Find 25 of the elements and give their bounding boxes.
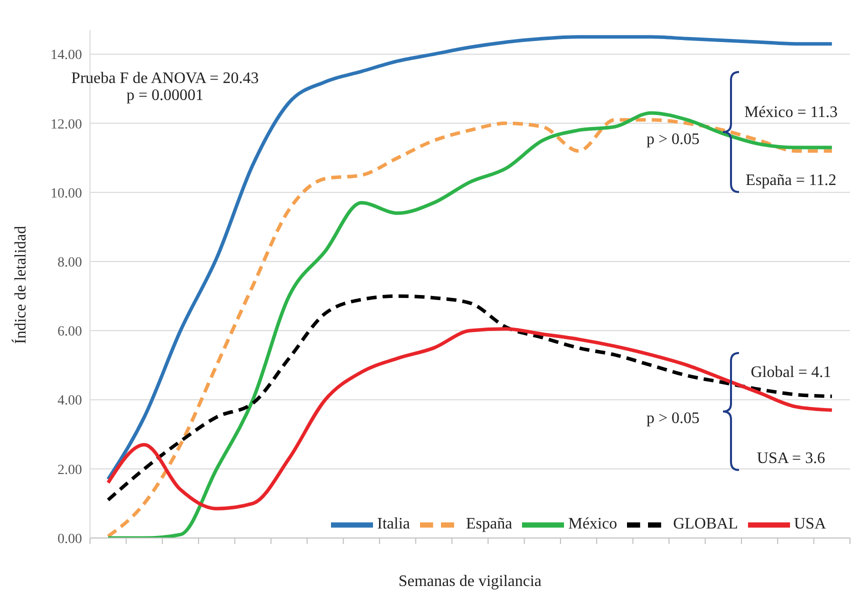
annotation: p = 0.00001 — [126, 87, 204, 105]
legend-label: Italia — [377, 516, 410, 533]
y-tick-label: 4.00 — [58, 394, 82, 409]
annotation: USA = 3.6 — [756, 450, 826, 468]
legend-label: México — [568, 516, 618, 533]
annotation: Prueba F de ANOVA = 20.43 — [71, 70, 259, 88]
annotation: p > 0.05 — [646, 131, 700, 149]
y-tick-label: 12.00 — [50, 117, 82, 132]
y-axis-title: Índice de letalidad — [12, 226, 30, 344]
y-tick-label: 10.00 — [50, 186, 82, 202]
legend-label: GLOBAL — [673, 516, 738, 533]
x-axis-title: Semanas de vigilancia — [398, 573, 542, 590]
y-tick-label: 8.00 — [58, 256, 82, 271]
y-tick-label: 14.00 — [50, 48, 82, 64]
annotation: p > 0.05 — [646, 410, 700, 428]
annotation: Global = 4.1 — [750, 364, 832, 382]
legend-label: España — [466, 516, 512, 533]
y-tick-label: 6.00 — [58, 324, 82, 340]
legend-label: USA — [794, 516, 826, 533]
annotation: México = 11.3 — [744, 104, 838, 122]
line-series — [106, 294, 834, 502]
y-tick-label: 0.00 — [58, 532, 82, 547]
annotation: España = 11.2 — [746, 172, 836, 190]
line-series — [106, 327, 834, 510]
y-tick-label: 2.00 — [58, 462, 82, 478]
